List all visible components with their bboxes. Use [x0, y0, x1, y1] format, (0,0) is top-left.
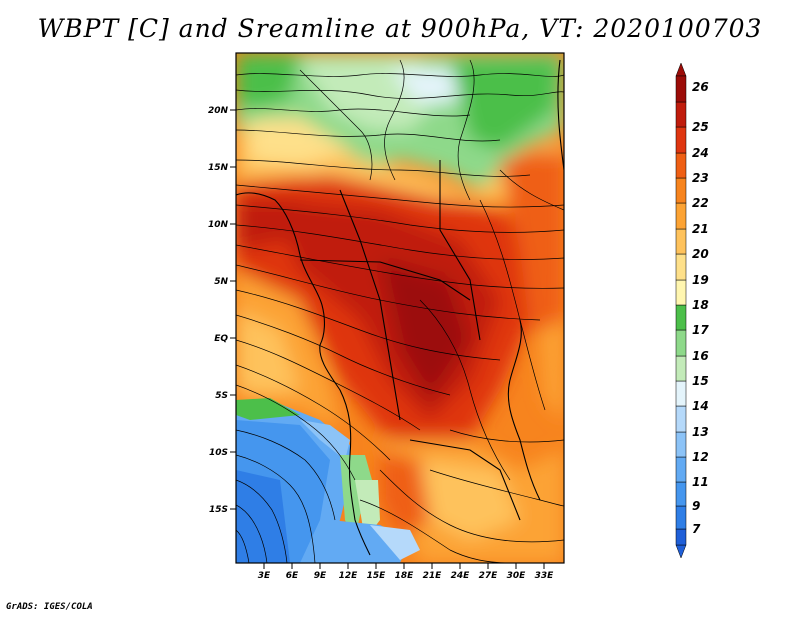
- colorbar-label: 15: [692, 374, 709, 388]
- lon-tick-9e: 9E: [314, 563, 327, 581]
- colorbar-label: 22: [692, 196, 709, 210]
- colorbar-label: 14: [692, 399, 709, 413]
- colorbar-label: 21: [692, 222, 709, 236]
- map-frame: [235, 52, 565, 564]
- colorbar-box: [675, 253, 687, 281]
- colorbar-box: [675, 505, 687, 530]
- latitude-axis: 20N 15N 10N 5N EQ 5S 10S 15S: [208, 106, 236, 515]
- lat-tick-10s: 10S: [209, 448, 236, 458]
- colorbar-label: 17: [692, 323, 709, 337]
- colorbar-box: [675, 101, 687, 128]
- lon-label: 18E: [395, 571, 415, 581]
- wbpt-shading: [236, 53, 564, 563]
- lon-label: 30E: [507, 571, 527, 581]
- colorbar-label: 16: [692, 349, 709, 363]
- longitude-axis: 3E 6E 9E 12E 15E 18E 21E 24E 27E 30E 33E: [258, 563, 554, 581]
- lat-tick-eq: EQ: [214, 334, 236, 344]
- colorbar-label: 25: [692, 120, 709, 134]
- colorbar-box: [675, 481, 687, 507]
- colorbar-box: [675, 456, 687, 483]
- colorbar-box: [675, 279, 687, 306]
- lat-label: 10N: [208, 220, 229, 230]
- colorbar-label: 12: [692, 450, 709, 464]
- colorbar-arrow-low: [675, 544, 687, 559]
- colorbar-label: 19: [692, 273, 709, 287]
- colorbar-box: [675, 177, 687, 204]
- lon-tick-33e: 33E: [535, 563, 555, 581]
- lat-label: 15S: [209, 505, 228, 515]
- colorbar-box: [675, 75, 687, 103]
- lon-label: 24E: [451, 571, 471, 581]
- coastlines: [236, 59, 564, 556]
- lon-label: 27E: [479, 571, 499, 581]
- lon-label: 21E: [423, 571, 443, 581]
- lon-label: 33E: [535, 571, 555, 581]
- colorbar-box: [675, 228, 687, 255]
- lat-label: 15N: [208, 163, 229, 173]
- lon-tick-12e: 12E: [339, 563, 359, 581]
- colorbar-box: [675, 431, 687, 458]
- colorbar-label: 7: [692, 522, 701, 536]
- colorbar-box: [675, 304, 687, 331]
- colorbar-label: 18: [692, 298, 709, 312]
- grads-credit: GrADS: IGES/COLA: [6, 602, 93, 612]
- lon-tick-3e: 3E: [258, 563, 271, 581]
- lon-tick-30e: 30E: [507, 563, 527, 581]
- lon-tick-15e: 15E: [367, 563, 387, 581]
- colorbar-box: [675, 202, 687, 230]
- lon-tick-27e: 27E: [479, 563, 499, 581]
- colorbar-box: [675, 329, 687, 357]
- lat-tick-10n: 10N: [208, 220, 236, 230]
- colorbar: 7 9 11 12 13 14 15 16 17 18 19 20 21 22 …: [675, 62, 709, 559]
- lat-label: 20N: [208, 106, 229, 116]
- colorbar-box: [675, 380, 687, 407]
- lon-tick-24e: 24E: [451, 563, 471, 581]
- lon-label: 3E: [258, 571, 271, 581]
- colorbar-arrow-high: [675, 62, 687, 77]
- lon-label: 6E: [286, 571, 299, 581]
- lat-tick-5s: 5S: [215, 391, 236, 401]
- lat-label: 5N: [214, 277, 228, 287]
- lat-label: 10S: [209, 448, 228, 458]
- map-title: WBPT [C] and Sreamline at 900hPa, VT: 20…: [37, 14, 763, 43]
- colorbar-label: 11: [692, 475, 709, 489]
- colorbar-label: 9: [692, 499, 700, 513]
- colorbar-labels: 7 9 11 12 13 14 15 16 17 18 19 20 21 22 …: [692, 80, 709, 536]
- lat-tick-15s: 15S: [209, 505, 236, 515]
- colorbar-label: 26: [692, 80, 709, 94]
- colorbar-box: [675, 126, 687, 154]
- colorbar-label: 23: [692, 171, 709, 185]
- lat-tick-5n: 5N: [214, 277, 236, 287]
- lon-label: 15E: [367, 571, 387, 581]
- colorbar-label: 20: [692, 247, 709, 261]
- lat-tick-20n: 20N: [208, 106, 236, 116]
- colorbar-boxes: [675, 75, 687, 546]
- lon-tick-18e: 18E: [395, 563, 415, 581]
- lat-label: 5S: [215, 391, 228, 401]
- lon-tick-21e: 21E: [423, 563, 443, 581]
- colorbar-box: [675, 528, 687, 546]
- colorbar-label: 13: [692, 425, 709, 439]
- colorbar-box: [675, 355, 687, 382]
- lat-tick-15n: 15N: [208, 163, 236, 173]
- lon-label: 9E: [314, 571, 327, 581]
- colorbar-box: [675, 152, 687, 179]
- lat-label: EQ: [214, 334, 228, 344]
- streamlines: [236, 59, 564, 563]
- lon-label: 12E: [339, 571, 359, 581]
- colorbar-box: [675, 405, 687, 433]
- lon-tick-6e: 6E: [286, 563, 299, 581]
- colorbar-label: 24: [692, 146, 709, 160]
